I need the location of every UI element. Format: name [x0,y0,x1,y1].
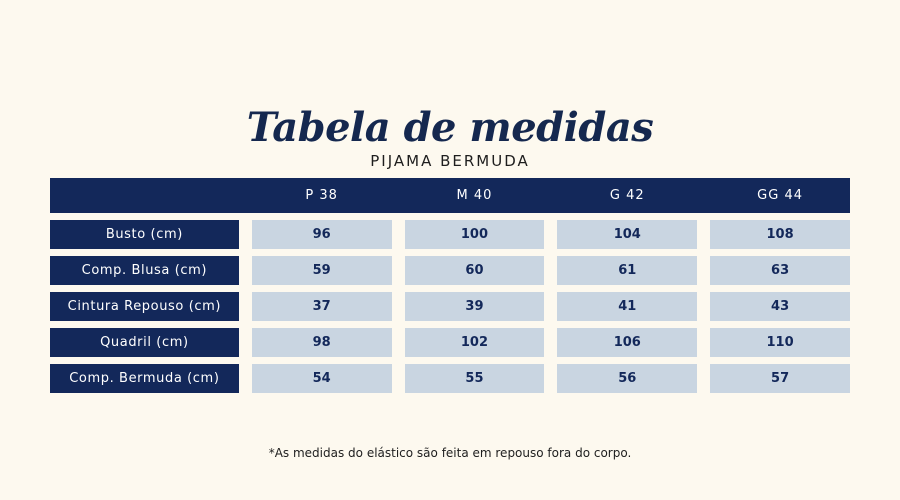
table-cell: 63 [710,256,850,285]
row-label: Quadril (cm) [50,328,239,357]
table-cell: 41 [557,292,698,321]
page-title: Tabela de medidas [246,104,654,151]
table-row: Cintura Repouso (cm) 37 39 41 43 [50,292,850,321]
table-cell: 108 [710,220,850,249]
column-header-g42: G 42 [609,188,645,203]
row-label: Busto (cm) [50,220,239,249]
table-cell: 98 [251,328,392,357]
table-cell: 37 [251,292,392,321]
row-label: Cintura Repouso (cm) [50,292,239,321]
table-cell: 110 [710,328,850,357]
table-cell: 100 [404,220,545,249]
table-cell: 55 [404,364,545,393]
table-cell: 57 [710,364,850,393]
footnote: *As medidas do elástico são feita em rep… [268,446,632,460]
table-cell: 61 [557,256,698,285]
table-header: P 38 M 40 G 42 GG 44 [50,178,850,213]
size-table: P 38 M 40 G 42 GG 44 Busto (cm) 96 100 1… [50,178,850,393]
column-header-gg44: GG 44 [757,188,803,203]
table-cell: 104 [557,220,698,249]
page-subtitle: PIJAMA BERMUDA [370,152,530,170]
table-cell: 43 [710,292,850,321]
table-row: Busto (cm) 96 100 104 108 [50,220,850,249]
table-cell: 60 [404,256,545,285]
table-row: Comp. Blusa (cm) 59 60 61 63 [50,256,850,285]
table-cell: 96 [251,220,392,249]
row-label: Comp. Bermuda (cm) [50,364,239,393]
table-cell: 56 [557,364,698,393]
table-row: Quadril (cm) 98 102 106 110 [50,328,850,357]
row-label: Comp. Blusa (cm) [50,256,239,285]
table-cell: 54 [251,364,392,393]
table-cell: 59 [251,256,392,285]
table-cell: 39 [404,292,545,321]
table-row: Comp. Bermuda (cm) 54 55 56 57 [50,364,850,393]
table-cell: 106 [557,328,698,357]
column-header-m40: M 40 [456,188,493,203]
table-cell: 102 [404,328,545,357]
column-header-p38: P 38 [305,188,338,203]
